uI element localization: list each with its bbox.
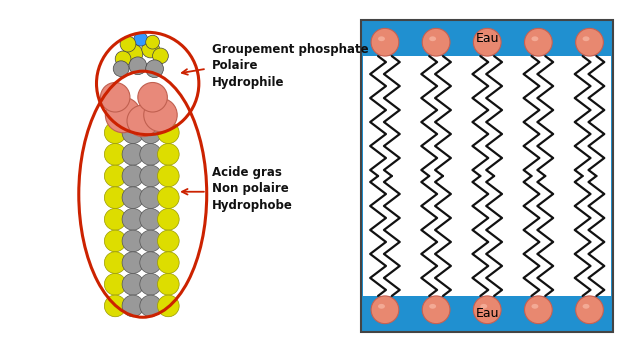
Circle shape: [122, 187, 144, 208]
Circle shape: [525, 296, 552, 323]
Circle shape: [146, 60, 164, 77]
Circle shape: [422, 29, 450, 56]
Circle shape: [157, 165, 179, 187]
Ellipse shape: [582, 304, 589, 309]
Bar: [363, 56, 611, 296]
Text: Hydrophobe: Hydrophobe: [211, 199, 292, 212]
Bar: [361, 20, 613, 332]
Circle shape: [120, 36, 136, 52]
Circle shape: [157, 187, 179, 208]
Circle shape: [101, 82, 130, 112]
Circle shape: [140, 230, 162, 252]
Circle shape: [104, 252, 126, 274]
Circle shape: [422, 296, 450, 323]
Ellipse shape: [378, 36, 385, 41]
Circle shape: [134, 32, 148, 46]
Ellipse shape: [481, 304, 487, 309]
Text: Eau: Eau: [476, 307, 499, 320]
Circle shape: [113, 61, 129, 77]
Circle shape: [104, 187, 126, 208]
Ellipse shape: [429, 36, 436, 41]
Circle shape: [104, 295, 126, 317]
Ellipse shape: [481, 36, 487, 41]
Circle shape: [140, 144, 162, 165]
Circle shape: [104, 208, 126, 230]
Circle shape: [122, 274, 144, 295]
Circle shape: [140, 122, 162, 144]
Circle shape: [104, 144, 126, 165]
Text: Acide gras: Acide gras: [211, 165, 282, 178]
Circle shape: [140, 208, 162, 230]
Circle shape: [138, 82, 167, 112]
Circle shape: [104, 274, 126, 295]
Circle shape: [140, 252, 162, 274]
Circle shape: [122, 252, 144, 274]
Circle shape: [157, 252, 179, 274]
Circle shape: [123, 44, 143, 64]
Circle shape: [576, 29, 603, 56]
Text: Hydrophile: Hydrophile: [211, 76, 284, 89]
Text: Eau: Eau: [476, 32, 499, 45]
Circle shape: [576, 296, 603, 323]
Circle shape: [157, 230, 179, 252]
Ellipse shape: [429, 304, 436, 309]
Circle shape: [140, 274, 162, 295]
Circle shape: [371, 296, 399, 323]
Circle shape: [122, 144, 144, 165]
Circle shape: [122, 295, 144, 317]
Circle shape: [157, 144, 179, 165]
Circle shape: [371, 29, 399, 56]
Circle shape: [129, 57, 147, 75]
Circle shape: [105, 97, 141, 133]
Ellipse shape: [582, 36, 589, 41]
Ellipse shape: [532, 304, 538, 309]
Circle shape: [104, 122, 126, 144]
Circle shape: [122, 122, 144, 144]
Circle shape: [127, 105, 159, 137]
Circle shape: [122, 208, 144, 230]
Circle shape: [122, 230, 144, 252]
Circle shape: [157, 274, 179, 295]
Circle shape: [153, 48, 169, 64]
Circle shape: [144, 98, 177, 132]
Circle shape: [140, 187, 162, 208]
Circle shape: [115, 51, 131, 67]
Circle shape: [104, 230, 126, 252]
Ellipse shape: [532, 36, 538, 41]
Circle shape: [474, 296, 501, 323]
Circle shape: [157, 122, 179, 144]
Circle shape: [474, 29, 501, 56]
Circle shape: [142, 40, 160, 58]
Circle shape: [122, 165, 144, 187]
Ellipse shape: [378, 304, 385, 309]
Circle shape: [140, 295, 162, 317]
Text: Polaire: Polaire: [211, 59, 258, 72]
Circle shape: [140, 165, 162, 187]
Text: Groupement phosphate: Groupement phosphate: [211, 43, 368, 56]
Circle shape: [146, 35, 160, 49]
Circle shape: [157, 295, 179, 317]
Text: Non polaire: Non polaire: [211, 182, 289, 195]
Circle shape: [525, 29, 552, 56]
Circle shape: [157, 208, 179, 230]
Circle shape: [104, 165, 126, 187]
